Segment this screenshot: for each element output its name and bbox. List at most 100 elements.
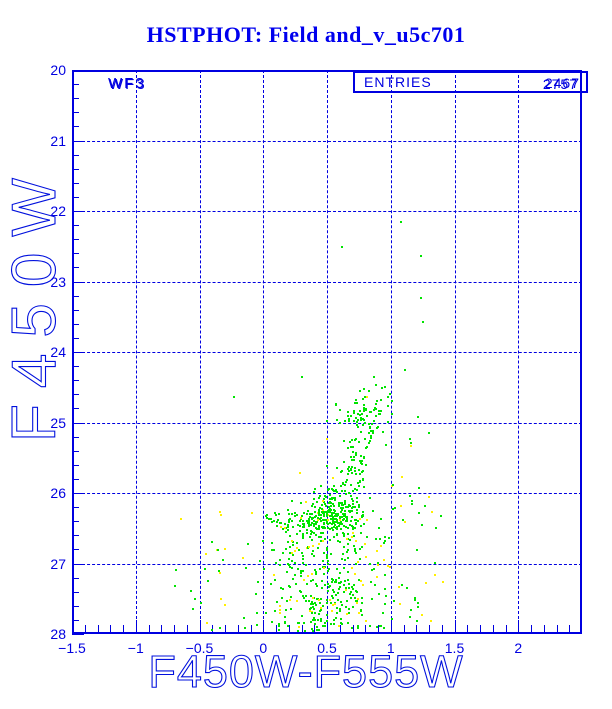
data-point [441, 580, 444, 583]
data-point [346, 518, 349, 521]
data-point [313, 491, 316, 494]
data-point [374, 537, 377, 540]
data-point [352, 588, 355, 591]
data-point [349, 592, 352, 595]
data-point [323, 625, 326, 628]
axis-tick [72, 154, 79, 156]
data-point [360, 462, 363, 465]
data-point [332, 511, 335, 514]
data-point [206, 622, 209, 625]
data-point [346, 612, 349, 615]
data-point [347, 505, 350, 508]
data-point [359, 579, 362, 582]
data-point [280, 525, 283, 528]
data-point [364, 555, 367, 558]
data-point [301, 595, 304, 598]
data-point [308, 517, 311, 520]
axis-tick [72, 239, 79, 241]
data-point [294, 550, 297, 553]
data-point [308, 599, 311, 602]
data-point [360, 459, 363, 462]
data-point [333, 498, 336, 501]
data-point [377, 561, 380, 564]
data-point [310, 530, 313, 533]
data-point [349, 495, 352, 498]
data-point [343, 566, 346, 569]
data-point [359, 454, 362, 457]
data-point [340, 580, 343, 583]
data-point [321, 604, 324, 607]
data-point [302, 524, 305, 527]
data-point [328, 501, 331, 504]
data-point [314, 516, 317, 519]
axis-tick [186, 625, 188, 632]
data-point [327, 563, 330, 566]
data-point [373, 420, 376, 423]
data-point [347, 510, 350, 513]
axis-tick [416, 625, 418, 632]
axis-tick [441, 625, 443, 632]
data-point [341, 552, 344, 555]
data-point [368, 411, 371, 414]
data-point [353, 467, 356, 469]
data-point [310, 521, 313, 524]
data-point [318, 527, 321, 530]
data-point [302, 523, 305, 526]
data-point [359, 548, 362, 551]
axis-tick [72, 450, 79, 452]
data-point [321, 508, 324, 511]
data-point [355, 599, 358, 602]
data-point [308, 513, 311, 516]
data-point [410, 609, 413, 612]
data-point [216, 548, 219, 551]
data-point [278, 609, 281, 612]
data-point [344, 605, 347, 608]
data-point [360, 524, 363, 527]
data-point [321, 518, 324, 521]
data-point [380, 409, 383, 412]
data-point [373, 567, 376, 570]
axis-tick [72, 605, 79, 607]
data-point [335, 404, 338, 407]
data-point [348, 587, 351, 590]
data-point [313, 622, 316, 625]
data-point [352, 411, 355, 414]
data-point [310, 531, 313, 534]
data-point [354, 552, 357, 555]
data-point [342, 546, 345, 549]
data-point [357, 579, 360, 581]
data-point [305, 501, 308, 504]
y-tick-label: 27 [50, 555, 66, 572]
data-point [309, 535, 312, 538]
data-point [365, 464, 368, 467]
data-point [343, 502, 346, 505]
data-point [368, 625, 371, 628]
data-point [362, 419, 365, 422]
gridline-horizontal [72, 563, 582, 565]
data-point [324, 565, 327, 568]
x-tick-label: −1.5 [58, 640, 86, 656]
data-point [353, 527, 356, 530]
data-point [312, 503, 315, 506]
data-point [309, 610, 312, 613]
data-point [259, 560, 262, 563]
data-point [292, 543, 295, 546]
data-point [254, 593, 257, 596]
data-point [331, 595, 334, 598]
axis-tick [301, 625, 303, 632]
data-point [297, 630, 300, 633]
data-point [284, 548, 287, 551]
data-point [410, 499, 413, 502]
data-point [333, 508, 336, 511]
axis-tick [72, 478, 79, 480]
data-point [308, 520, 311, 523]
data-point [340, 485, 343, 488]
data-point [278, 605, 281, 608]
data-point [359, 459, 362, 462]
data-point [324, 518, 327, 521]
data-point [415, 620, 418, 623]
data-point [292, 540, 295, 543]
data-point [269, 518, 272, 521]
data-point [331, 496, 334, 499]
data-point [275, 525, 278, 528]
